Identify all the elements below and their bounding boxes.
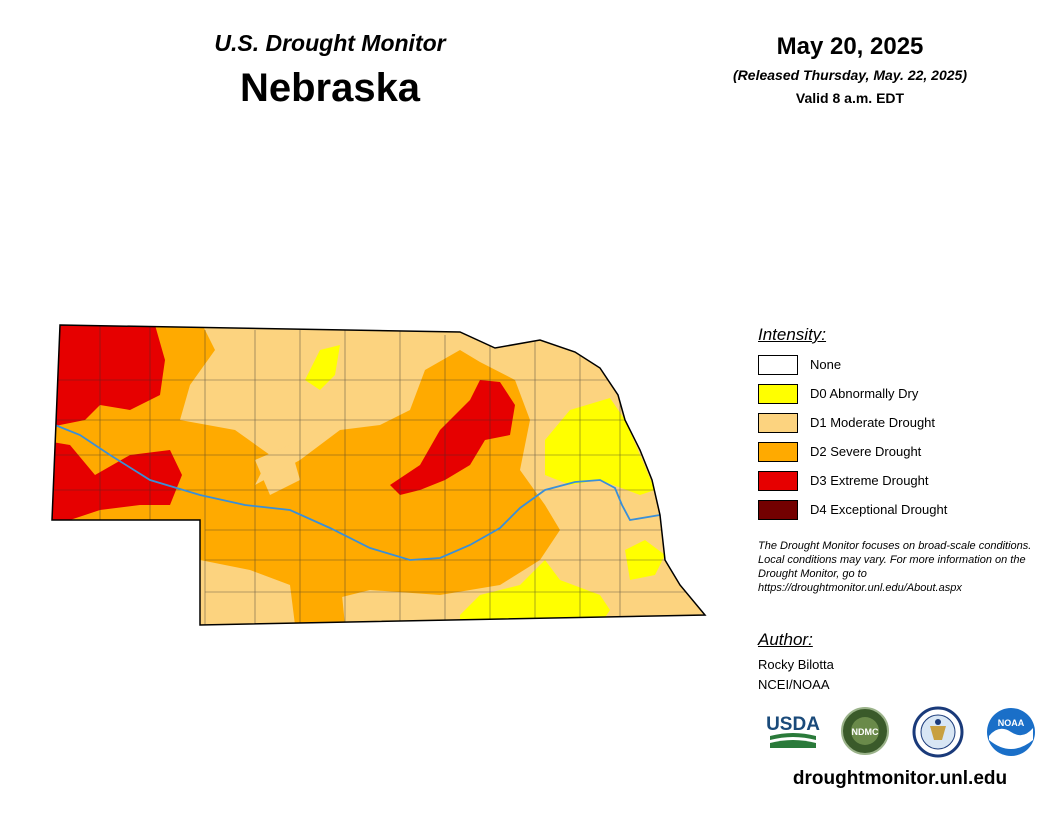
state-outline bbox=[51, 324, 707, 626]
d0-region-northeast bbox=[545, 398, 655, 495]
svg-text:NOAA: NOAA bbox=[998, 718, 1025, 728]
d2-region-south bbox=[290, 575, 345, 625]
legend-label: D1 Moderate Drought bbox=[810, 415, 936, 430]
d3-region-central bbox=[390, 380, 515, 495]
platte-river bbox=[54, 424, 661, 561]
legend-swatch bbox=[758, 355, 798, 375]
commerce-seal bbox=[912, 706, 964, 758]
noaa-logo: NOAA bbox=[987, 708, 1035, 756]
map-date: May 20, 2025 bbox=[776, 33, 924, 60]
svg-text:NDMC: NDMC bbox=[852, 727, 879, 737]
d0-region-north bbox=[305, 345, 340, 390]
author-org: NCEI/NOAA bbox=[758, 677, 830, 692]
legend-swatch bbox=[758, 413, 798, 433]
legend-label: D0 Abnormally Dry bbox=[810, 386, 919, 401]
legend-swatch bbox=[758, 471, 798, 491]
d1-patch-central bbox=[255, 445, 300, 495]
usda-logo: USDA bbox=[766, 714, 820, 748]
website-url: droughtmonitor.unl.edu bbox=[792, 768, 1008, 789]
map-subtitle: U.S. Drought Monitor bbox=[214, 30, 446, 56]
ndmc-logo: NDMC bbox=[841, 707, 889, 755]
legend-title: Intensity: bbox=[758, 325, 827, 344]
release-date: (Released Thursday, May. 22, 2025) bbox=[733, 67, 967, 83]
legend-label: D4 Exceptional Drought bbox=[810, 502, 948, 517]
legend-label: None bbox=[810, 357, 842, 372]
legend-swatch bbox=[758, 500, 798, 520]
nebraska-drought-map bbox=[51, 324, 707, 626]
legend-label: D2 Severe Drought bbox=[810, 444, 922, 459]
county-lines bbox=[52, 325, 690, 625]
disclaimer-note: The Drought Monitor focuses on broad-sca… bbox=[758, 540, 1032, 594]
author-heading: Author: bbox=[758, 630, 813, 649]
d3-region-panhandle-south bbox=[52, 440, 182, 520]
legend-label: D3 Extreme Drought bbox=[810, 473, 929, 488]
state-title: Nebraska bbox=[239, 66, 421, 110]
legend-swatch bbox=[758, 384, 798, 404]
author-name: Rocky Bilotta bbox=[758, 657, 834, 672]
legend-swatch bbox=[758, 442, 798, 462]
svg-text:USDA: USDA bbox=[766, 714, 820, 735]
valid-time: Valid 8 a.m. EDT bbox=[795, 90, 905, 106]
d3-region-panhandle-north bbox=[52, 325, 165, 430]
